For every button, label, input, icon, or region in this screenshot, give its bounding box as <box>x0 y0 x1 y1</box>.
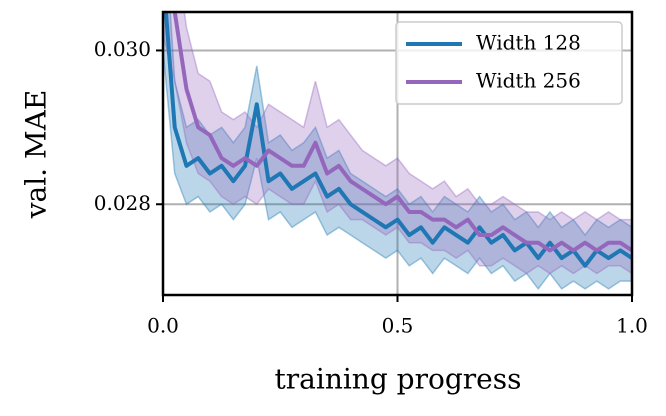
y-tick-label: 0.030 <box>94 37 151 61</box>
error-band <box>163 12 632 275</box>
x-tick-label: 0.5 <box>382 314 414 338</box>
legend-label: Width 128 <box>476 31 581 55</box>
series-line <box>172 12 632 253</box>
plot-frame <box>161 10 634 297</box>
x-tick-label: 1.0 <box>616 314 648 338</box>
x-tick-label: 0.0 <box>147 314 179 338</box>
legend-label: Width 256 <box>476 69 581 93</box>
error-band <box>163 12 632 291</box>
x-axis-label: training progress <box>275 363 522 396</box>
y-tick-label: 0.028 <box>94 191 151 215</box>
plot-area <box>163 12 632 291</box>
y-axis-label: val. MAE <box>20 90 53 220</box>
